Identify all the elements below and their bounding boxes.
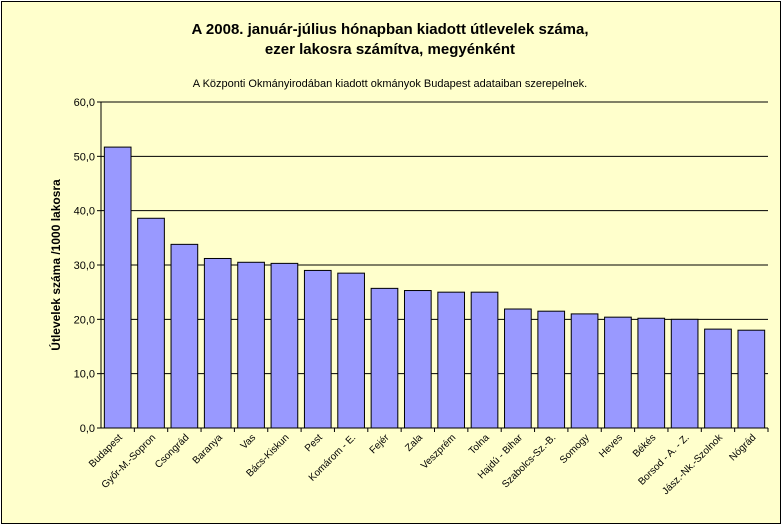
bar <box>137 217 165 429</box>
y-tick-label: 10,0 <box>74 369 95 381</box>
bar <box>370 287 399 429</box>
bar <box>437 291 466 429</box>
x-tick-label: Tolna <box>467 432 492 457</box>
x-tick-label: Heves <box>597 432 625 460</box>
x-tick-label: Fejér <box>368 432 392 456</box>
bar <box>270 262 299 429</box>
x-tick-label: Zala <box>403 432 425 454</box>
bar <box>170 243 199 429</box>
bar <box>470 291 499 429</box>
x-tick-label: Baranya <box>191 432 225 466</box>
y-tick-label: 30,0 <box>74 260 95 272</box>
x-tick-label: Veszprém <box>419 432 458 471</box>
x-tick-label: Vas <box>239 432 258 451</box>
bar <box>203 257 232 429</box>
x-tick-label: Békés <box>631 432 658 459</box>
bar <box>704 328 732 429</box>
y-tick-label: 60,0 <box>74 97 95 109</box>
bar <box>237 261 265 429</box>
bar <box>103 146 132 429</box>
bar <box>737 329 766 429</box>
x-tick-label: Nógrád <box>727 432 758 463</box>
bar <box>504 308 532 429</box>
x-tick-label: Pest <box>303 432 325 454</box>
bar <box>570 313 599 429</box>
x-tick-label: Jász.-Nk.-Szolnok <box>660 432 725 497</box>
x-tick-label: Csongrád <box>153 432 191 470</box>
chart-subtitle: A Központi Okmányirodában kiadott okmány… <box>192 78 588 90</box>
bar <box>337 272 365 429</box>
bar <box>604 316 632 429</box>
chart-title-line2: ezer lakosra számítva, megyénként <box>264 41 516 58</box>
y-tick-label: 0,0 <box>80 423 95 435</box>
chart-title: A 2008. január-július hónapban kiadott ú… <box>0 20 780 60</box>
bar <box>537 310 566 429</box>
chart-title-line1: A 2008. január-július hónapban kiadott ú… <box>191 21 589 38</box>
y-tick-label: 20,0 <box>74 314 95 326</box>
bar <box>303 269 332 429</box>
bar <box>670 318 699 429</box>
y-tick-label: 40,0 <box>74 206 95 218</box>
y-tick-label: 50,0 <box>74 151 95 163</box>
bar <box>403 290 432 429</box>
x-tick-label: Somogy <box>558 432 592 466</box>
y-axis-label: Útlevelek száma /1000 lakosra <box>48 179 63 351</box>
bar <box>637 317 666 429</box>
